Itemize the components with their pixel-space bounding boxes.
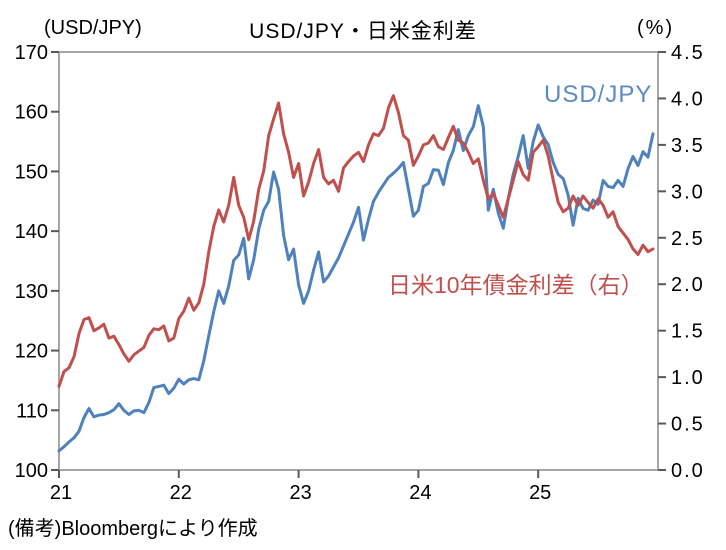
- right-axis-tick-label: 3.5: [671, 135, 705, 157]
- right-axis-tick-label: 3.0: [671, 181, 705, 203]
- x-axis-tick-label: 22: [170, 482, 192, 504]
- left-axis-unit-label: (USD/JPY): [44, 17, 142, 39]
- chart-title: USD/JPY・日米金利差: [249, 20, 477, 43]
- right-axis-tick-label: 4.0: [671, 88, 705, 110]
- left-axis-tick-label: 150: [15, 161, 48, 183]
- usdjpy-line: [57, 104, 655, 453]
- yield-spread-line: [57, 94, 655, 388]
- legend-yield-spread-series: 日米10年債金利差（右）: [388, 272, 644, 298]
- source-note: (備考)Bloombergにより作成: [8, 518, 258, 540]
- left-axis-tick-label: 110: [16, 400, 48, 422]
- x-axis-tick-label: 25: [529, 482, 551, 504]
- right-axis-tick-label: 4.5: [671, 42, 705, 64]
- right-axis-tick-label: 2.5: [671, 228, 705, 250]
- right-axis-unit-label: (%): [637, 17, 675, 39]
- x-axis-tick-label: 24: [409, 482, 431, 504]
- left-axis-tick-label: 130: [15, 281, 48, 303]
- left-axis-tick-label: 160: [15, 102, 48, 124]
- left-axis-tick-label: 170: [15, 42, 48, 64]
- right-axis-tick-label: 1.5: [671, 321, 705, 343]
- x-axis-tick-label: 23: [289, 482, 311, 504]
- left-axis-tick-label: 120: [15, 341, 48, 363]
- left-axis-tick-label: 100: [15, 460, 48, 482]
- plot-border: [58, 51, 659, 471]
- right-axis-tick-label: 0.5: [671, 414, 705, 436]
- left-axis-tick-label: 140: [15, 221, 48, 243]
- x-axis-tick-label: 21: [50, 482, 72, 504]
- legend-usdjpy-series: USD/JPY: [544, 81, 653, 108]
- right-axis-tick-label: 2.0: [671, 274, 705, 296]
- right-axis-tick-label: 0.0: [671, 460, 705, 482]
- right-axis-tick-label: 1.0: [671, 367, 705, 389]
